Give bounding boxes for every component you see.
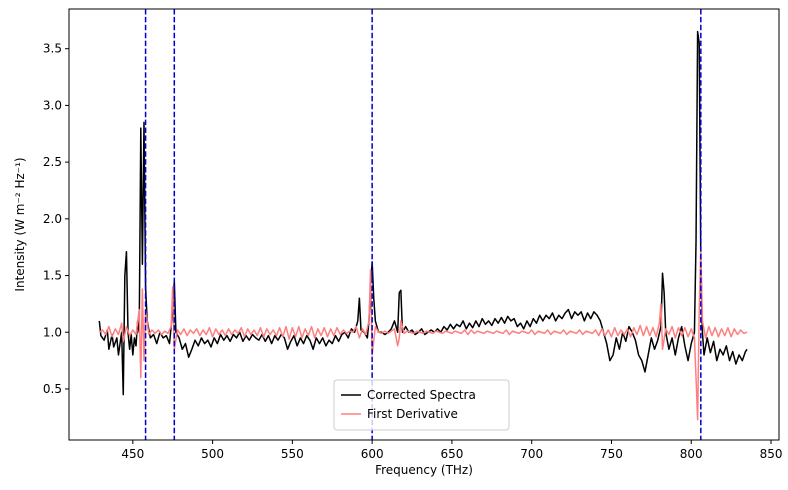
y-tick-label: 3.0: [43, 98, 62, 112]
x-tick-label: 800: [680, 447, 703, 461]
y-tick-label: 0.5: [43, 382, 62, 396]
x-tick-label: 850: [760, 447, 783, 461]
x-axis: 450 500 550 600 650 700 750 800 850: [121, 440, 782, 461]
legend-label-first-derivative: First Derivative: [367, 407, 458, 421]
x-axis-label: Frequency (THz): [375, 463, 473, 477]
x-tick-label: 750: [600, 447, 623, 461]
plot-frame: [68, 8, 780, 441]
y-tick-label: 1.0: [43, 325, 62, 339]
x-tick-label: 500: [201, 447, 224, 461]
plot-area: [98, 9, 748, 440]
x-tick-label: 700: [520, 447, 543, 461]
y-tick-label: 2.0: [43, 212, 62, 226]
x-tick-label: 550: [281, 447, 304, 461]
x-tick-label: 650: [440, 447, 463, 461]
legend-box: [333, 379, 510, 431]
series-line-corrected-spectra: [98, 30, 748, 396]
x-tick-label: 450: [121, 447, 144, 461]
y-tick-label: 3.5: [43, 42, 62, 56]
x-tick-label: 600: [361, 447, 384, 461]
legend-label-corrected-spectra: Corrected Spectra: [367, 388, 476, 402]
y-axis: 0.5 1.0 1.5 2.0 2.5 3.0 3.5: [43, 42, 69, 396]
series-line-first-derivative: [98, 246, 748, 421]
y-axis-label: Intensity (W m⁻² Hz⁻¹): [13, 157, 27, 291]
y-tick-label: 1.5: [43, 269, 62, 283]
y-tick-label: 2.5: [43, 155, 62, 169]
legend: Corrected Spectra First Derivative: [333, 379, 510, 431]
